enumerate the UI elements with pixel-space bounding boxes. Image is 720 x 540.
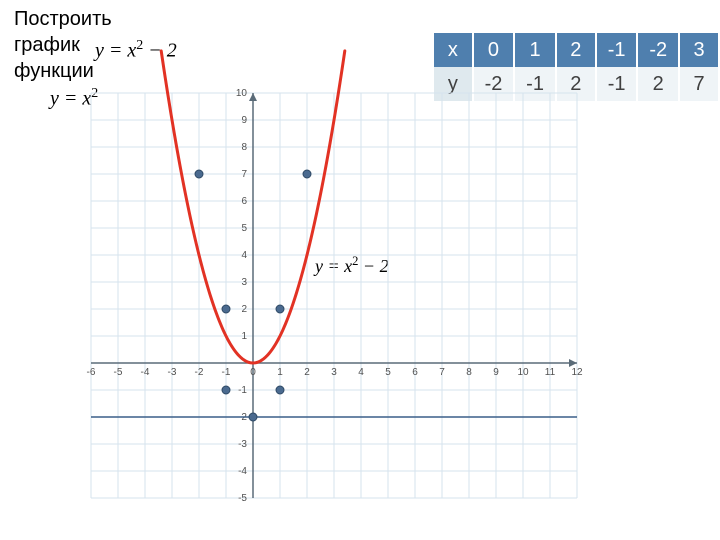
svg-text:-3: -3	[168, 367, 177, 378]
task-line2: график	[14, 34, 80, 56]
svg-text:10: 10	[517, 367, 529, 378]
svg-text:11: 11	[545, 367, 556, 378]
svg-text:6: 6	[241, 196, 247, 207]
svg-text:-6: -6	[87, 367, 96, 378]
svg-text:2: 2	[241, 304, 247, 315]
svg-text:-1: -1	[222, 367, 231, 378]
table-header-cell: -2	[637, 33, 679, 67]
svg-text:-5: -5	[114, 367, 123, 378]
svg-text:8: 8	[241, 142, 247, 153]
table-data-cell: -1	[596, 67, 638, 101]
svg-text:6: 6	[412, 367, 418, 378]
svg-text:10: 10	[236, 88, 248, 99]
svg-text:4: 4	[358, 367, 364, 378]
svg-text:2: 2	[304, 367, 310, 378]
svg-text:0: 0	[250, 367, 256, 378]
table-data-cell: 7	[679, 67, 719, 101]
svg-text:1: 1	[277, 367, 283, 378]
svg-text:1: 1	[241, 331, 247, 342]
svg-text:-3: -3	[238, 439, 247, 450]
svg-text:3: 3	[331, 367, 337, 378]
table-data-cell: 2	[637, 67, 679, 101]
chart: -6-5-4-3-2-10123456789101112-5-4-3-2-112…	[75, 23, 587, 520]
svg-text:-5: -5	[238, 493, 247, 504]
svg-text:4: 4	[241, 250, 247, 261]
svg-text:9: 9	[493, 367, 499, 378]
svg-text:5: 5	[385, 367, 391, 378]
svg-text:3: 3	[241, 277, 247, 288]
table-header-cell: 3	[679, 33, 719, 67]
svg-text:-4: -4	[238, 466, 247, 477]
svg-text:-2: -2	[195, 367, 204, 378]
svg-text:12: 12	[571, 367, 583, 378]
chart-svg: -6-5-4-3-2-10123456789101112-5-4-3-2-112…	[75, 23, 587, 520]
svg-text:9: 9	[241, 115, 247, 126]
svg-text:5: 5	[241, 223, 247, 234]
svg-text:7: 7	[241, 169, 247, 180]
svg-text:-4: -4	[141, 367, 150, 378]
svg-text:8: 8	[466, 367, 472, 378]
svg-text:7: 7	[439, 367, 445, 378]
svg-text:-1: -1	[238, 385, 247, 396]
table-header-cell: -1	[596, 33, 638, 67]
